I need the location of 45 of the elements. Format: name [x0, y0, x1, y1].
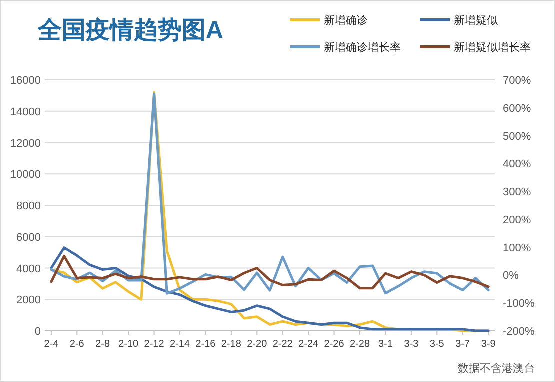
legend-label: 新增确诊增长率	[324, 41, 401, 54]
x-tick-label: 2-10	[118, 339, 140, 350]
line-series	[50, 246, 490, 332]
x-tick-label: 2-16	[196, 339, 216, 350]
x-tick-label: 2-14	[170, 339, 190, 350]
x-tick-label: 3-9	[481, 339, 496, 350]
text: 数据不含港澳台	[458, 362, 535, 375]
x-tick-label: 2-18	[221, 339, 242, 350]
x-tick-label: 2-26	[324, 339, 345, 350]
x-tick-label: 2-6	[70, 339, 85, 350]
x-tick-label: 3-1	[378, 339, 394, 350]
x-tick-label: 2-8	[96, 339, 111, 350]
y-tick-label: 10000	[10, 169, 41, 182]
chart-title: 全国疫情趋势图A	[37, 17, 224, 44]
legend-label: 新增确诊	[324, 14, 368, 27]
y-tick-label: 4000	[16, 263, 41, 276]
x-tick-label: 2-12	[144, 339, 165, 350]
x-tick-label: 2-22	[272, 339, 294, 350]
y2-tick-label: 100%	[503, 242, 532, 254]
x-tick-label: 3-5	[430, 339, 445, 350]
y2-tick-label: 400%	[503, 158, 532, 171]
x-tick-label: 2-28	[350, 339, 370, 350]
x-tick-label: 3-7	[456, 339, 471, 350]
legend-label: 新增疑似增长率	[454, 41, 531, 54]
x-tick-label: 3-3	[404, 339, 420, 350]
legend-label: 新增疑似	[454, 14, 498, 27]
y2-tick-label: 200%	[503, 214, 532, 226]
y-tick-label: 2000	[16, 294, 41, 307]
y-tick-label: 14000	[10, 106, 41, 118]
y-tick-label: 12000	[10, 138, 41, 150]
y2-tick-label: 300%	[503, 186, 532, 199]
y-tick-label: 6000	[16, 232, 41, 244]
y-tick-label: 0	[34, 326, 41, 338]
y2-tick-label: 600%	[503, 102, 532, 115]
y2-tick-label: -100%	[503, 298, 536, 310]
y2-tick-label: 700%	[503, 75, 532, 87]
y-tick-label: 16000	[10, 75, 41, 87]
y2-tick-label: -200%	[503, 326, 536, 338]
x-tick-label: 2-4	[44, 339, 60, 350]
y-tick-label: 8000	[16, 200, 41, 212]
line-series	[50, 255, 490, 290]
x-tick-label: 2-24	[298, 339, 320, 350]
y2-tick-label: 0%	[503, 270, 520, 282]
y2-tick-label: 500%	[503, 130, 532, 143]
x-tick-label: 2-20	[247, 339, 268, 350]
